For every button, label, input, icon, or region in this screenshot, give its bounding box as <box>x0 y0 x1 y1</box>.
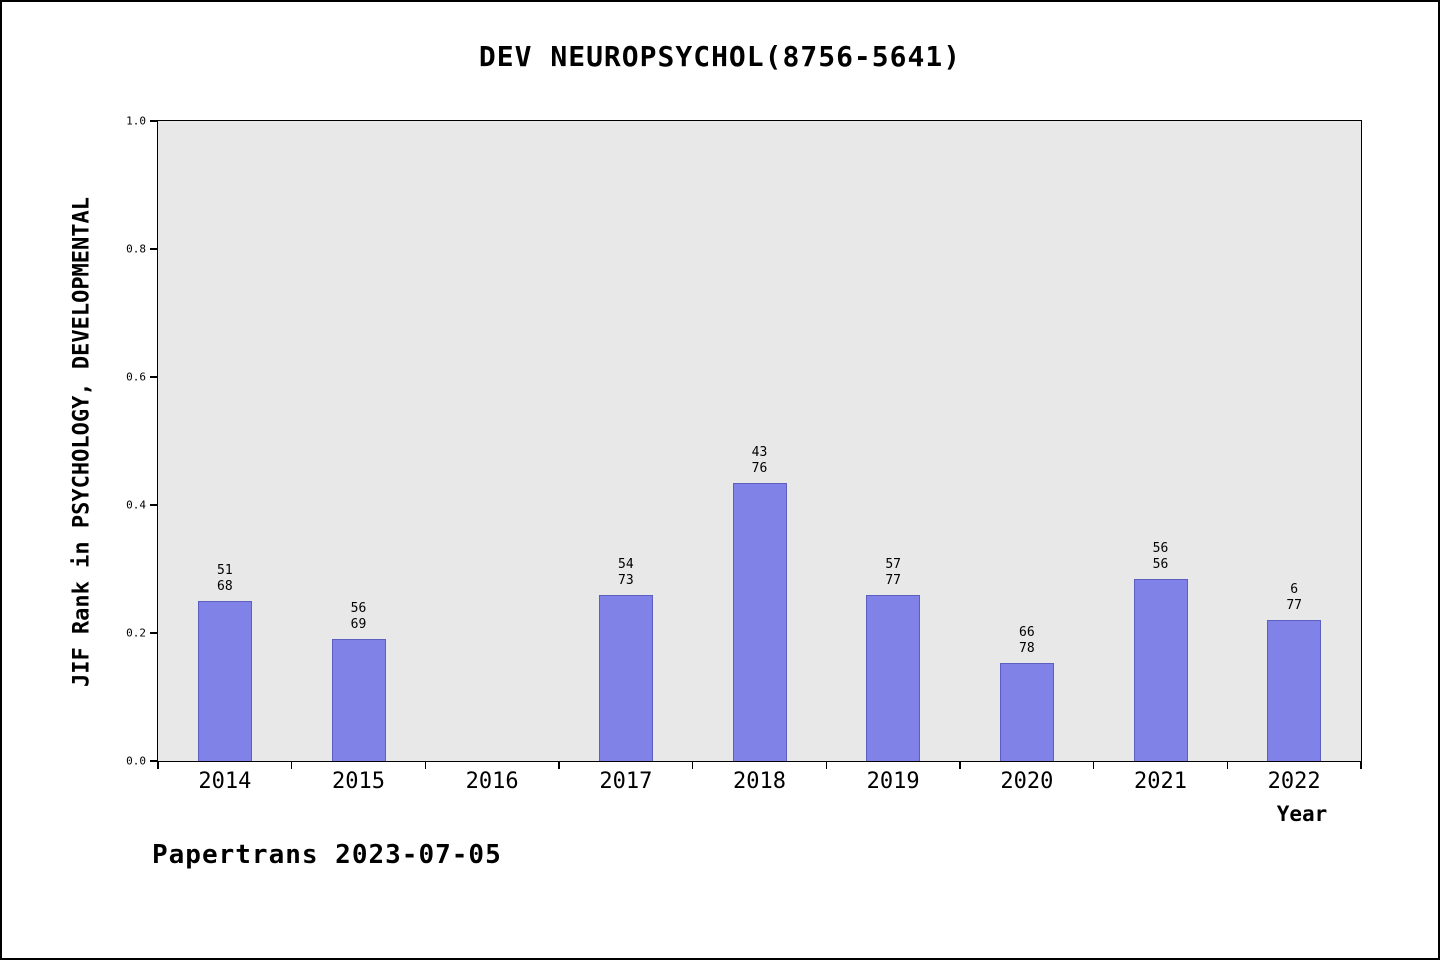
bar-2022 <box>1267 620 1322 761</box>
y-tick-label: 1.0 <box>126 114 146 128</box>
bar-2021 <box>1133 578 1188 761</box>
bar-value-label-2018: 43 76 <box>751 444 768 476</box>
bar-value-label-2022: 6 77 <box>1286 582 1302 614</box>
x-tick-label-2018: 2018 <box>732 769 786 794</box>
bar-2019 <box>866 594 921 761</box>
bar-2015 <box>331 639 386 761</box>
y-tick-mark <box>150 760 158 762</box>
x-tick-mark <box>825 761 828 769</box>
bar-2018 <box>732 482 787 761</box>
plot-area: 0.0 0.2 0.4 0.6 0.8 1.0 2014 51 68 2015 56 69 2016… <box>126 115 1362 794</box>
x-tick-label-2019: 2019 <box>866 769 920 794</box>
x-tick-mark <box>157 761 159 769</box>
bar-2020 <box>999 663 1054 761</box>
bar-2017 <box>598 594 653 761</box>
x-tick-label-2021: 2021 <box>1133 769 1187 794</box>
x-tick-mark <box>290 761 293 769</box>
x-tick-label-2015: 2015 <box>331 769 385 794</box>
x-tick-mark <box>424 761 427 769</box>
x-tick-mark <box>1226 761 1229 769</box>
y-tick-mark <box>150 120 158 122</box>
y-tick-mark <box>150 376 158 378</box>
bar-value-label-2017: 54 73 <box>618 556 634 588</box>
bar-value-label-2021: 56 56 <box>1152 540 1169 572</box>
y-tick-label: 0.6 <box>126 370 146 384</box>
bar-value-label-2019: 57 77 <box>885 556 901 588</box>
bar-value-label-2015: 56 69 <box>350 601 367 633</box>
y-tick-label: 0.8 <box>126 242 146 256</box>
y-tick-mark <box>150 632 158 634</box>
x-tick-label-2016: 2016 <box>465 769 519 794</box>
x-tick-label-2022: 2022 <box>1267 769 1321 794</box>
x-tick-mark <box>691 761 694 769</box>
x-tick-mark <box>558 761 560 769</box>
x-tick-mark <box>1360 761 1362 769</box>
x-tick-label-2017: 2017 <box>599 769 653 794</box>
y-tick-label: 0.4 <box>126 498 146 512</box>
chart-title: DEV NEUROPSYCHOL(8756-5641) <box>478 40 962 73</box>
x-tick-label-2014: 2014 <box>198 769 252 794</box>
bar-value-label-2020: 66 78 <box>1019 625 1035 657</box>
y-axis-label: JIF Rank in PSYCHOLOGY, DEVELOPMENTAL <box>69 196 95 688</box>
x-axis-label: Year <box>1276 802 1328 826</box>
footer-text: Papertrans 2023-07-05 <box>152 840 502 870</box>
bar-value-label-2014: 51 68 <box>217 563 233 594</box>
x-tick-label-2020: 2020 <box>1000 769 1054 794</box>
x-tick-mark <box>959 761 961 769</box>
y-tick-mark <box>150 248 158 250</box>
y-tick-label: 0.0 <box>126 754 146 768</box>
x-tick-mark <box>1092 761 1095 769</box>
bar-2014 <box>197 601 252 761</box>
y-tick-mark <box>150 504 158 506</box>
y-tick-label: 0.2 <box>126 626 146 640</box>
